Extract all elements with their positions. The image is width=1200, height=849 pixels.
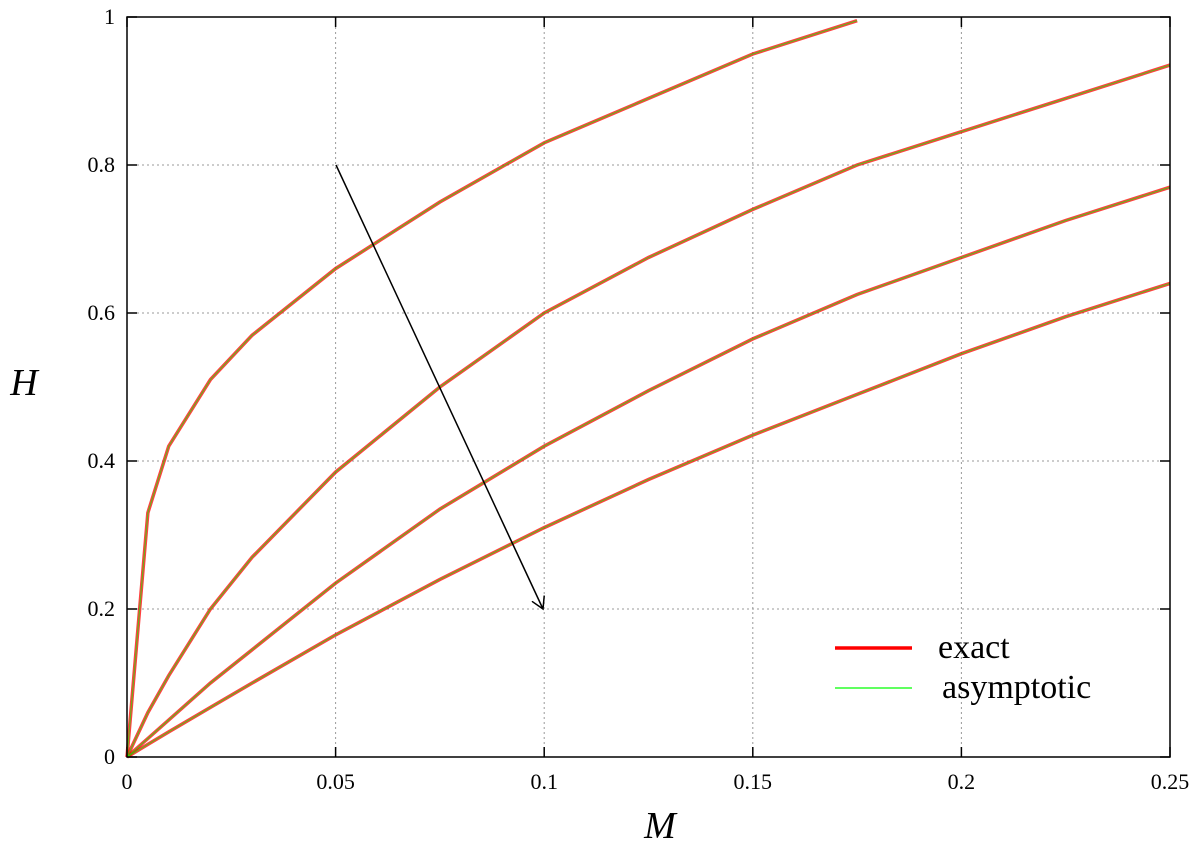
y-tick-label: 0.8 <box>88 152 116 177</box>
curve <box>126 20 858 758</box>
y-tick-label: 0.4 <box>88 448 116 473</box>
legend-label: asymptotic <box>942 669 1091 706</box>
curve <box>125 63 1171 758</box>
plot-frame <box>126 16 1171 758</box>
y-tick-label: 0.2 <box>88 596 116 621</box>
x-tick-label: 0.25 <box>1151 769 1190 794</box>
curve <box>126 282 1171 758</box>
y-tick-label: 1 <box>104 4 115 29</box>
trend-arrow <box>335 164 543 609</box>
y-tick-label: 0 <box>104 744 115 769</box>
x-tick-label: 0 <box>122 769 133 794</box>
x-tick-label: 0.2 <box>948 769 976 794</box>
y-axis-label: H <box>9 362 40 404</box>
curve <box>125 19 858 758</box>
x-tick-label: 0.1 <box>530 769 558 794</box>
curve <box>126 186 1171 758</box>
x-tick-label: 0.15 <box>734 769 773 794</box>
x-axis-label: M <box>643 805 678 847</box>
legend-label: exact <box>938 629 1010 666</box>
curve <box>126 64 1171 758</box>
x-tick-label: 0.05 <box>316 769 355 794</box>
y-tick-label: 0.6 <box>88 300 116 325</box>
